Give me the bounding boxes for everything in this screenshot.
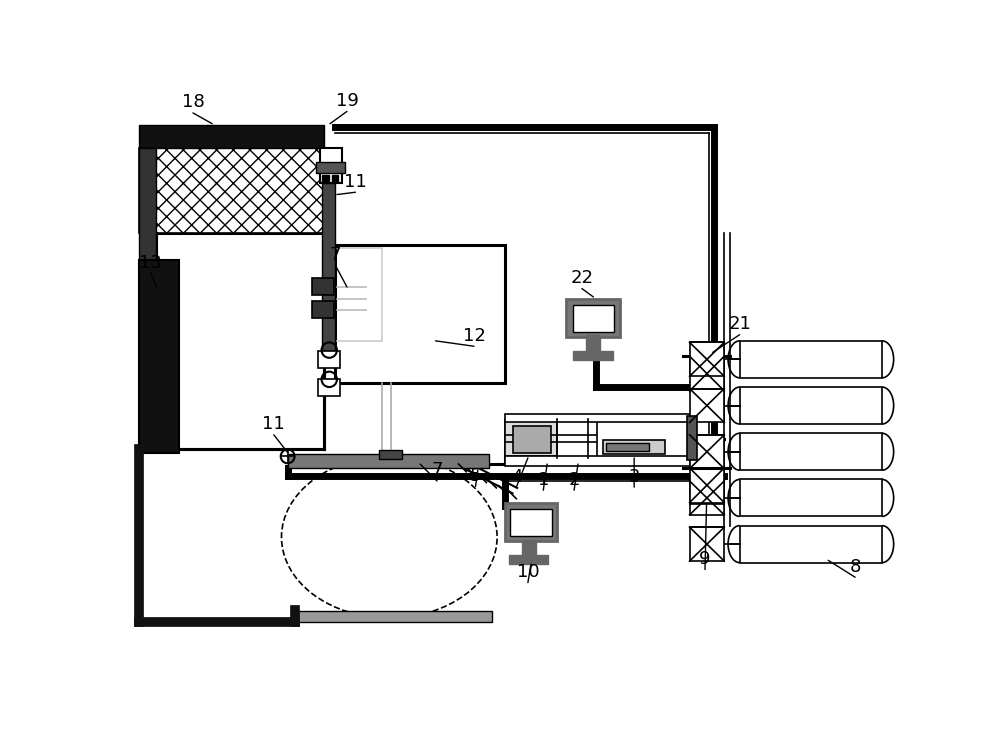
Text: 7: 7 <box>330 246 341 263</box>
Bar <box>687 415 697 461</box>
Text: 9: 9 <box>699 550 711 568</box>
Bar <box>505 419 690 458</box>
Text: 2: 2 <box>568 470 580 488</box>
Bar <box>740 341 882 378</box>
Text: 13: 13 <box>139 254 162 272</box>
Bar <box>690 389 724 423</box>
Bar <box>512 426 551 452</box>
Text: 11: 11 <box>344 173 367 191</box>
Text: 18: 18 <box>182 94 204 112</box>
Text: 3: 3 <box>628 467 640 485</box>
Bar <box>509 555 548 564</box>
Bar <box>597 419 688 458</box>
Bar <box>288 454 489 468</box>
Bar <box>690 435 724 469</box>
Bar <box>318 351 340 368</box>
Bar <box>312 278 334 294</box>
Bar <box>505 421 557 456</box>
Bar <box>295 611 492 622</box>
Text: 1: 1 <box>538 470 549 488</box>
Bar <box>322 175 329 182</box>
Text: 10: 10 <box>517 563 539 581</box>
Text: 5: 5 <box>470 467 481 485</box>
Bar <box>690 356 724 391</box>
Bar <box>690 527 724 561</box>
Bar <box>156 233 324 448</box>
Bar <box>573 351 613 360</box>
Bar <box>740 433 882 470</box>
Bar <box>740 525 882 562</box>
Polygon shape <box>139 148 324 233</box>
Text: 22: 22 <box>570 269 593 287</box>
Bar <box>510 509 552 537</box>
Bar <box>318 379 340 396</box>
Bar <box>603 440 665 454</box>
Bar <box>316 162 345 173</box>
Bar <box>312 300 334 318</box>
Text: 7: 7 <box>431 461 443 479</box>
Bar <box>332 175 338 182</box>
Bar <box>320 148 342 183</box>
Bar <box>139 148 156 448</box>
Text: 12: 12 <box>463 327 485 345</box>
Text: 19: 19 <box>336 92 358 109</box>
Bar <box>322 183 335 360</box>
Text: 8: 8 <box>849 558 861 576</box>
Bar <box>505 503 557 541</box>
Bar <box>335 248 382 341</box>
Bar <box>566 298 620 337</box>
Bar <box>606 443 649 451</box>
Bar <box>740 387 882 424</box>
Text: 4: 4 <box>511 467 522 485</box>
Bar <box>139 125 324 148</box>
Bar <box>379 450 402 460</box>
Bar <box>690 481 724 515</box>
Bar <box>505 456 690 466</box>
Bar <box>522 540 536 556</box>
Text: 11: 11 <box>262 415 285 433</box>
Bar <box>335 245 505 384</box>
Bar <box>139 260 179 452</box>
Ellipse shape <box>282 456 497 618</box>
Text: 21: 21 <box>728 315 751 333</box>
Bar <box>740 479 882 516</box>
Bar <box>505 414 690 422</box>
Bar <box>573 305 614 332</box>
Bar <box>690 342 724 376</box>
Bar <box>690 468 724 503</box>
Bar <box>586 335 600 353</box>
